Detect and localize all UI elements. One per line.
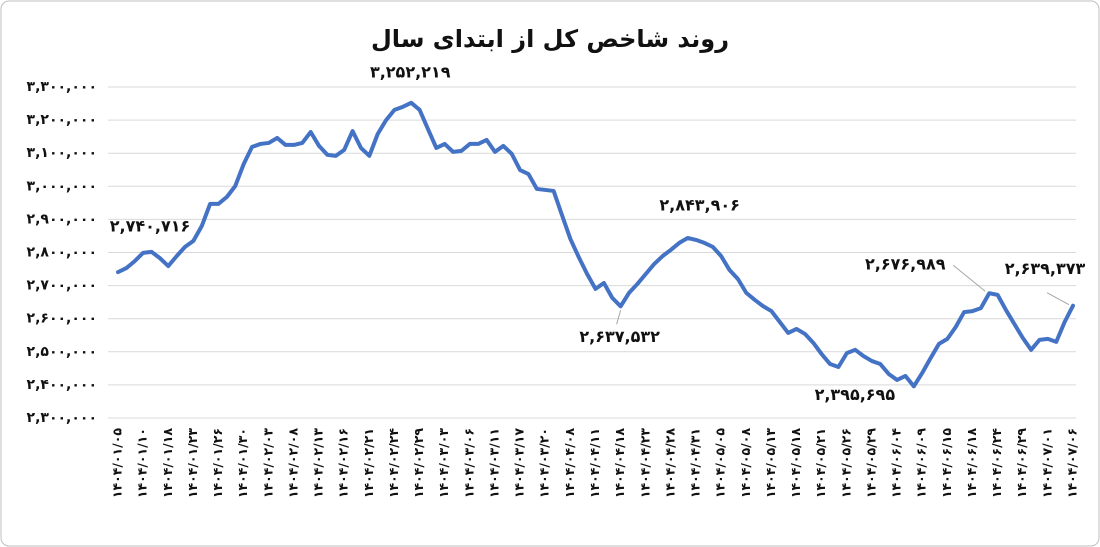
x-tick-label: ۱۴۰۴/۰۳/۲۰ [537,428,552,498]
x-tick-label: ۱۴۰۴/۰۲/۲۱ [361,428,376,498]
x-tick-label: ۱۴۰۴/۰۷/۰۱ [1039,428,1054,498]
x-tick-label: ۱۴۰۴/۰۵/۲۹ [863,428,878,499]
x-tick-label: ۱۴۰۴/۰۱/۱۰ [135,428,150,498]
label-leader [1046,292,1070,306]
x-tick-label: ۱۴۰۴/۰۳/۱۱ [486,428,501,498]
x-tick-label: ۱۴۰۴/۰۱/۰۵ [110,428,125,499]
y-tick-label: ۲,۷۰۰,۰۰۰ [27,278,97,294]
x-tick-label: ۱۴۰۴/۰۴/۳۱ [688,428,703,498]
x-tick-label: ۱۴۰۴/۰۶/۰۹ [914,428,929,499]
y-tick-label: ۳,۰۰۰,۰۰۰ [27,178,97,194]
x-tick-label: ۱۴۰۴/۰۷/۰۶ [1065,428,1080,498]
x-tick-label: ۱۴۰۴/۰۶/۰۴ [889,428,904,499]
x-tick-label: ۱۴۰۴/۰۱/۲۳ [185,428,200,499]
data-label: ۲,۸۴۳,۹۰۶ [659,195,740,214]
x-tick-label: ۱۴۰۴/۰۳/۱۷ [512,428,527,499]
chart-title: روند شاخص کل از ابتدای سال [371,25,729,53]
x-tick-label: ۱۴۰۴/۰۵/۰۸ [738,428,753,499]
x-tick-label: ۱۴۰۴/۰۴/۰۸ [562,428,577,499]
x-tick-label: ۱۴۰۴/۰۱/۲۶ [210,428,225,498]
x-tick-label: ۱۴۰۴/۰۲/۰۳ [260,428,275,499]
data-label: ۳,۲۵۲,۲۱۹ [370,62,451,81]
data-label: ۲,۳۹۵,۶۹۵ [815,385,896,404]
x-tick-label: ۱۴۰۴/۰۵/۰۵ [713,428,728,499]
x-tick-label: ۱۴۰۴/۰۶/۱۸ [964,428,979,499]
x-tick-label: ۱۴۰۴/۰۵/۲۱ [813,428,828,498]
y-tick-label: ۲,۹۰۰,۰۰۰ [27,211,97,227]
y-tick-label: ۲,۴۰۰,۰۰۰ [27,377,97,393]
x-tick-label: ۱۴۰۴/۰۶/۲۹ [1014,428,1029,499]
y-tick-label: ۳,۳۰۰,۰۰۰ [27,79,97,95]
y-tick-label: ۲,۳۰۰,۰۰۰ [27,410,97,426]
x-tick-label: ۱۴۰۴/۰۲/۰۸ [285,428,300,499]
x-tick-label: ۱۴۰۴/۰۲/۲۹ [411,428,426,499]
data-label: ۲,۶۷۶,۹۸۹ [865,255,946,274]
data-label: ۲,۶۳۷,۵۳۲ [579,327,660,346]
y-tick-label: ۳,۲۰۰,۰۰۰ [27,112,97,128]
data-label: ۲,۷۴۰,۷۱۶ [110,217,191,236]
x-tick-label: ۱۴۰۴/۰۴/۲۳ [637,428,652,499]
x-tick-label: ۱۴۰۴/۰۴/۱۸ [612,428,627,499]
label-leader [952,264,986,292]
x-tick-label: ۱۴۰۴/۰۳/۰۶ [461,428,476,498]
data-label: ۲,۶۳۹,۳۷۳ [1005,259,1086,278]
x-tick-label: ۱۴۰۴/۰۳/۰۳ [436,428,451,499]
y-tick-label: ۲,۵۰۰,۰۰۰ [27,344,97,360]
x-tick-label: ۱۴۰۴/۰۵/۱۸ [788,428,803,499]
x-tick-label: ۱۴۰۴/۰۵/۱۳ [763,428,778,499]
x-tick-label: ۱۴۰۴/۰۴/۲۸ [662,428,677,499]
y-tick-label: ۳,۱۰۰,۰۰۰ [27,145,97,161]
x-tick-label: ۱۴۰۴/۰۶/۲۴ [989,428,1004,499]
x-tick-label: ۱۴۰۴/۰۵/۲۶ [838,428,853,498]
x-tick-label: ۱۴۰۴/۰۴/۱۱ [587,428,602,498]
y-tick-label: ۲,۸۰۰,۰۰۰ [27,245,97,261]
y-tick-label: ۲,۶۰۰,۰۰۰ [27,311,97,327]
x-tick-label: ۱۴۰۴/۰۱/۳۰ [235,428,250,498]
x-tick-label: ۱۴۰۴/۰۱/۱۸ [160,428,175,499]
data-line [116,100,1075,389]
label-leader [616,310,622,325]
x-tick-label: ۱۴۰۴/۰۶/۱۵ [939,428,954,499]
x-tick-label: ۱۴۰۴/۰۲/۲۴ [386,428,401,499]
x-tick-label: ۱۴۰۴/۰۲/۱۶ [336,428,351,498]
x-tick-label: ۱۴۰۴/۰۲/۱۳ [311,428,326,499]
